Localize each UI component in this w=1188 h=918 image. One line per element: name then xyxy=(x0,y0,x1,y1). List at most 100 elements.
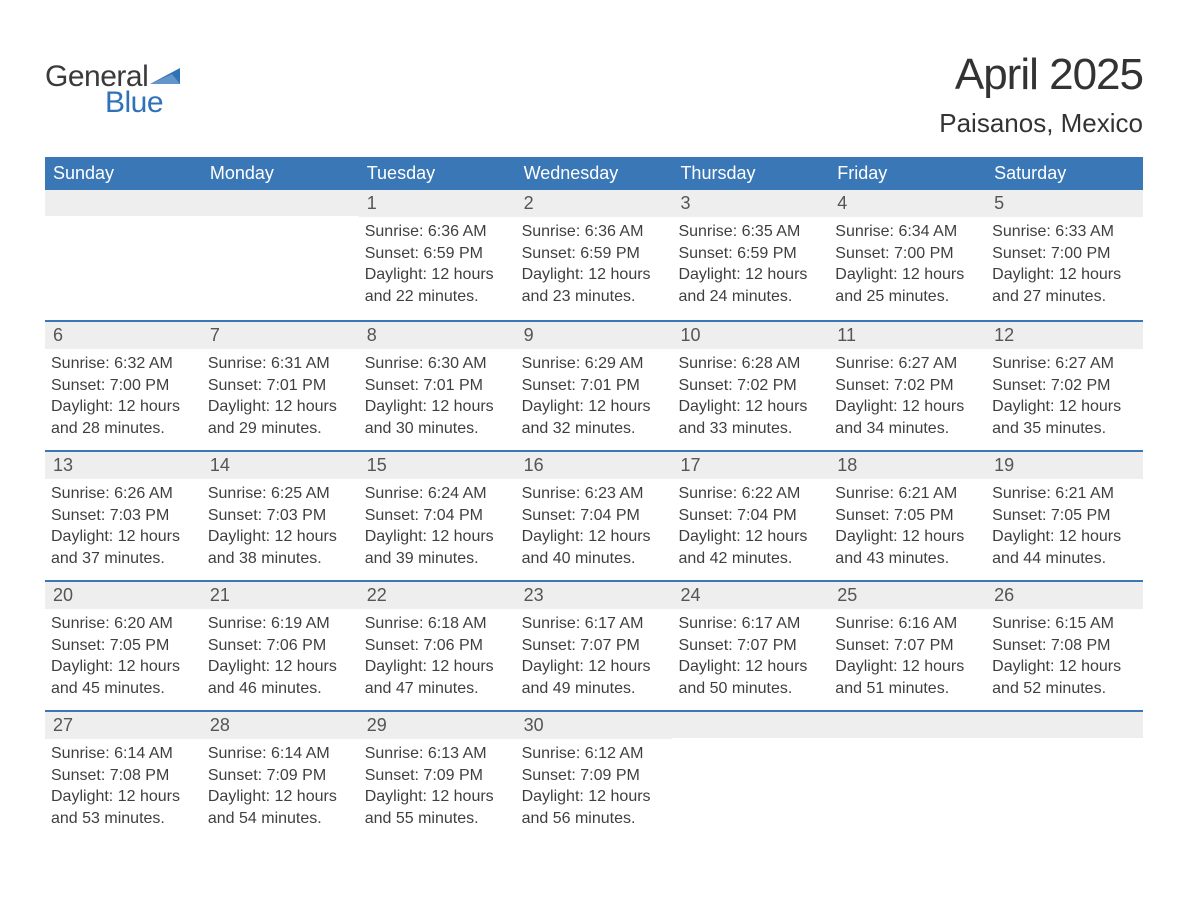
day-daylight1-line: Daylight: 12 hours xyxy=(678,396,823,418)
day-daylight1-line: Daylight: 12 hours xyxy=(522,396,667,418)
day-number-band: 5 xyxy=(986,190,1143,217)
day-sunrise-line: Sunrise: 6:19 AM xyxy=(208,613,353,635)
day-sunset-line: Sunset: 7:01 PM xyxy=(208,375,353,397)
day-sunset-line: Sunset: 7:07 PM xyxy=(678,635,823,657)
day-sunset-line: Sunset: 7:00 PM xyxy=(51,375,196,397)
day-number-band: 14 xyxy=(202,452,359,479)
weekday-header: Monday xyxy=(202,157,359,190)
day-daylight1-line: Daylight: 12 hours xyxy=(365,396,510,418)
weekday-header: Friday xyxy=(829,157,986,190)
day-sunset-line: Sunset: 6:59 PM xyxy=(522,243,667,265)
day-number-band xyxy=(829,712,986,738)
day-number-band: 28 xyxy=(202,712,359,739)
day-daylight1-line: Daylight: 12 hours xyxy=(208,396,353,418)
day-number-band: 20 xyxy=(45,582,202,609)
day-sunset-line: Sunset: 7:04 PM xyxy=(365,505,510,527)
day-sunset-line: Sunset: 7:02 PM xyxy=(835,375,980,397)
day-sunrise-line: Sunrise: 6:30 AM xyxy=(365,353,510,375)
calendar-day-cell: 25Sunrise: 6:16 AMSunset: 7:07 PMDayligh… xyxy=(829,582,986,710)
day-sunrise-line: Sunrise: 6:27 AM xyxy=(992,353,1137,375)
calendar-day-cell: 20Sunrise: 6:20 AMSunset: 7:05 PMDayligh… xyxy=(45,582,202,710)
day-sunrise-line: Sunrise: 6:36 AM xyxy=(522,221,667,243)
day-details: Sunrise: 6:12 AMSunset: 7:09 PMDaylight:… xyxy=(522,743,667,829)
day-daylight1-line: Daylight: 12 hours xyxy=(522,264,667,286)
day-daylight2-line: and 34 minutes. xyxy=(835,418,980,440)
day-details: Sunrise: 6:21 AMSunset: 7:05 PMDaylight:… xyxy=(992,483,1137,569)
day-sunrise-line: Sunrise: 6:21 AM xyxy=(835,483,980,505)
day-sunrise-line: Sunrise: 6:14 AM xyxy=(208,743,353,765)
day-sunrise-line: Sunrise: 6:33 AM xyxy=(992,221,1137,243)
day-daylight1-line: Daylight: 12 hours xyxy=(51,396,196,418)
day-sunrise-line: Sunrise: 6:17 AM xyxy=(522,613,667,635)
calendar-day-cell: 30 Sunrise: 6:12 AMSunset: 7:09 PMDayligh… xyxy=(516,712,673,840)
calendar-day-cell: 8Sunrise: 6:30 AMSunset: 7:01 PMDaylight… xyxy=(359,322,516,450)
header-row: General Blue April 2025 Paisanos, Mexico xyxy=(45,50,1143,139)
day-number-band xyxy=(986,712,1143,738)
day-daylight1-line: Daylight: 12 hours xyxy=(51,786,196,808)
calendar-day-cell: 15Sunrise: 6:24 AMSunset: 7:04 PMDayligh… xyxy=(359,452,516,580)
calendar-page: General Blue April 2025 Paisanos, Mexico… xyxy=(0,0,1188,880)
month-year-title: April 2025 xyxy=(939,50,1143,100)
day-sunset-line: Sunset: 7:06 PM xyxy=(208,635,353,657)
calendar-day-cell xyxy=(829,712,986,840)
day-details: Sunrise: 6:16 AMSunset: 7:07 PMDaylight:… xyxy=(835,613,980,699)
day-number-band: 24 xyxy=(672,582,829,609)
day-sunset-line: Sunset: 7:06 PM xyxy=(365,635,510,657)
day-sunset-line: Sunset: 6:59 PM xyxy=(678,243,823,265)
day-sunrise-line: Sunrise: 6:34 AM xyxy=(835,221,980,243)
day-sunrise-line: Sunrise: 6:27 AM xyxy=(835,353,980,375)
day-daylight2-line: and 33 minutes. xyxy=(678,418,823,440)
day-number-band: 19 xyxy=(986,452,1143,479)
day-sunset-line: Sunset: 7:05 PM xyxy=(992,505,1137,527)
calendar-day-cell: 3Sunrise: 6:35 AMSunset: 6:59 PMDaylight… xyxy=(672,190,829,320)
location-subtitle: Paisanos, Mexico xyxy=(939,108,1143,139)
day-daylight1-line: Daylight: 12 hours xyxy=(208,786,353,808)
day-daylight1-line: Daylight: 12 hours xyxy=(835,656,980,678)
weekday-header: Sunday xyxy=(45,157,202,190)
day-number-band: 9 xyxy=(516,322,673,349)
day-sunrise-line: Sunrise: 6:26 AM xyxy=(51,483,196,505)
weekday-header-row: Sunday Monday Tuesday Wednesday Thursday… xyxy=(45,157,1143,190)
day-sunrise-line: Sunrise: 6:22 AM xyxy=(678,483,823,505)
title-block: April 2025 Paisanos, Mexico xyxy=(939,50,1143,139)
calendar-day-cell: 19 Sunrise: 6:21 AMSunset: 7:05 PMDayligh… xyxy=(986,452,1143,580)
day-daylight1-line: Daylight: 12 hours xyxy=(51,526,196,548)
day-daylight2-line: and 30 minutes. xyxy=(365,418,510,440)
calendar-day-cell: 14 Sunrise: 6:25 AMSunset: 7:03 PMDayligh… xyxy=(202,452,359,580)
day-sunrise-line: Sunrise: 6:24 AM xyxy=(365,483,510,505)
calendar-day-cell: 6Sunrise: 6:32 AMSunset: 7:00 PMDaylight… xyxy=(45,322,202,450)
day-sunset-line: Sunset: 7:02 PM xyxy=(992,375,1137,397)
day-details: Sunrise: 6:25 AMSunset: 7:03 PMDaylight:… xyxy=(208,483,353,569)
calendar-day-cell xyxy=(45,190,202,320)
calendar-day-cell xyxy=(202,190,359,320)
calendar-day-cell: 29Sunrise: 6:13 AMSunset: 7:09 PMDayligh… xyxy=(359,712,516,840)
calendar-day-cell: 28Sunrise: 6:14 AMSunset: 7:09 PMDayligh… xyxy=(202,712,359,840)
day-sunrise-line: Sunrise: 6:14 AM xyxy=(51,743,196,765)
day-sunrise-line: Sunrise: 6:12 AM xyxy=(522,743,667,765)
day-number-band: 30 xyxy=(516,712,673,739)
day-daylight2-line: and 55 minutes. xyxy=(365,808,510,830)
day-daylight1-line: Daylight: 12 hours xyxy=(835,526,980,548)
day-number-band: 26 xyxy=(986,582,1143,609)
day-number-band: 6 xyxy=(45,322,202,349)
calendar-day-cell: 5Sunrise: 6:33 AMSunset: 7:00 PMDaylight… xyxy=(986,190,1143,320)
day-details: Sunrise: 6:14 AMSunset: 7:08 PMDaylight:… xyxy=(51,743,196,829)
day-details: Sunrise: 6:30 AMSunset: 7:01 PMDaylight:… xyxy=(365,353,510,439)
day-daylight1-line: Daylight: 12 hours xyxy=(835,396,980,418)
day-sunset-line: Sunset: 7:01 PM xyxy=(365,375,510,397)
calendar-day-cell: 21Sunrise: 6:19 AMSunset: 7:06 PMDayligh… xyxy=(202,582,359,710)
logo-word-blue: Blue xyxy=(105,86,182,120)
calendar-week-row: 20Sunrise: 6:20 AMSunset: 7:05 PMDayligh… xyxy=(45,580,1143,710)
calendar-day-cell: 22Sunrise: 6:18 AMSunset: 7:06 PMDayligh… xyxy=(359,582,516,710)
calendar-day-cell: 9Sunrise: 6:29 AMSunset: 7:01 PMDaylight… xyxy=(516,322,673,450)
day-daylight2-line: and 39 minutes. xyxy=(365,548,510,570)
calendar-week-row: 6Sunrise: 6:32 AMSunset: 7:00 PMDaylight… xyxy=(45,320,1143,450)
calendar-day-cell: 18Sunrise: 6:21 AMSunset: 7:05 PMDayligh… xyxy=(829,452,986,580)
day-daylight2-line: and 53 minutes. xyxy=(51,808,196,830)
day-daylight2-line: and 27 minutes. xyxy=(992,286,1137,308)
day-sunset-line: Sunset: 7:04 PM xyxy=(522,505,667,527)
day-details: Sunrise: 6:23 AMSunset: 7:04 PMDaylight:… xyxy=(522,483,667,569)
calendar-day-cell xyxy=(672,712,829,840)
day-sunrise-line: Sunrise: 6:23 AM xyxy=(522,483,667,505)
day-sunrise-line: Sunrise: 6:17 AM xyxy=(678,613,823,635)
